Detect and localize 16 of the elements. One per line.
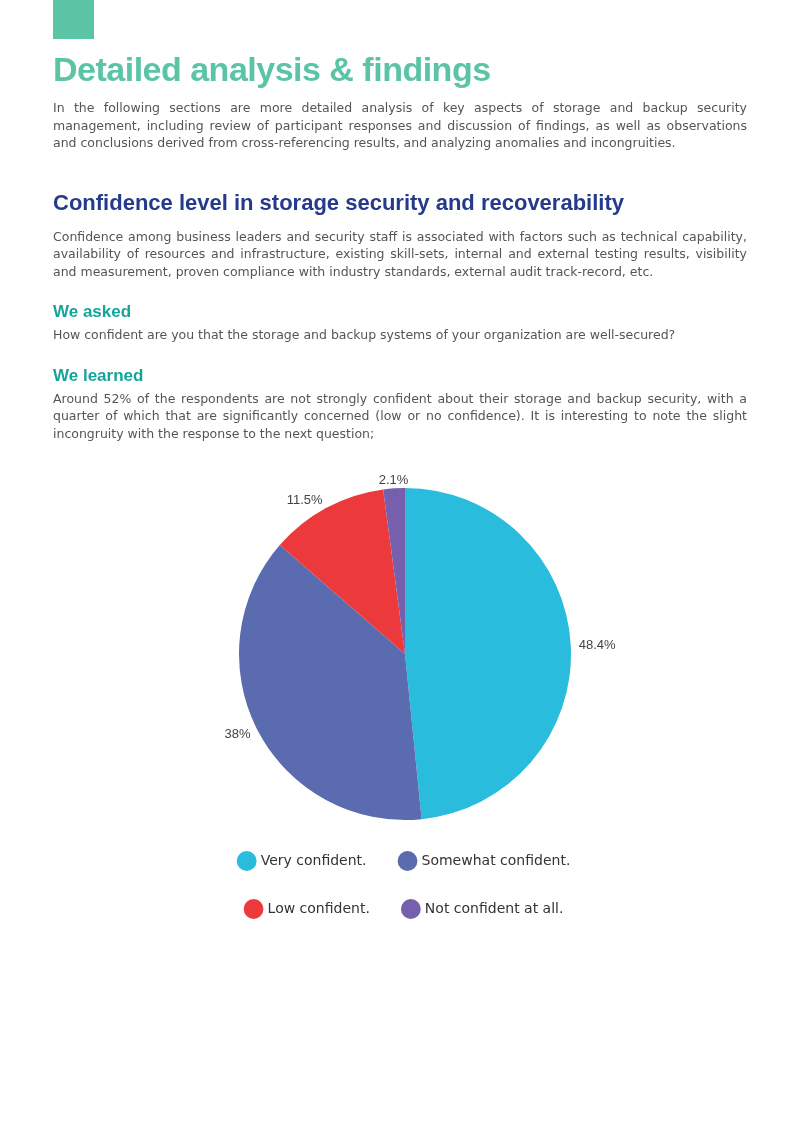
data-label: 38%	[224, 725, 251, 741]
text: In the following sections are more detailed analysis of key aspects of storage and backup security management, including review of participant responses and discussion of findings, as well as observations and conclusions derived from cross-referencing results, and analyzing anomalies and incongruities.	[53, 99, 747, 152]
text: We asked	[53, 302, 133, 322]
legend-label: Somewhat confident.	[421, 851, 571, 868]
legend-label: Not confident at all.	[424, 899, 564, 916]
text: Confidence among business leaders and security staff is associated with factors such as technical capability, availability of resources and infrastructure, existing skill-sets, internal and external testing results, visibility and measurement, proven compliance with industry standards, external audit track-record, etc.	[53, 227, 747, 280]
legend-label: Low confident.	[267, 899, 370, 916]
chart-title: Detailed analysis & findings	[53, 50, 492, 89]
legend-label: Very confident.	[260, 851, 367, 868]
chart-subtitle: Confidence level in storage security and recoverability	[53, 189, 625, 216]
text: We learned	[53, 365, 145, 386]
text: Around 52% of the respondents are not strongly confident about their storage and backup security, with a quarter of which that are significantly concerned (low or no confidence). It is interesting to note the slight incongruity with the response to the next question;	[53, 389, 747, 442]
data-label: 2.1%	[378, 471, 409, 487]
data-label: 48.4%	[578, 636, 617, 652]
text: How confident are you that the storage and backup systems of your organization are well-secured?	[53, 326, 677, 344]
data-label: 11.5%	[286, 492, 324, 508]
